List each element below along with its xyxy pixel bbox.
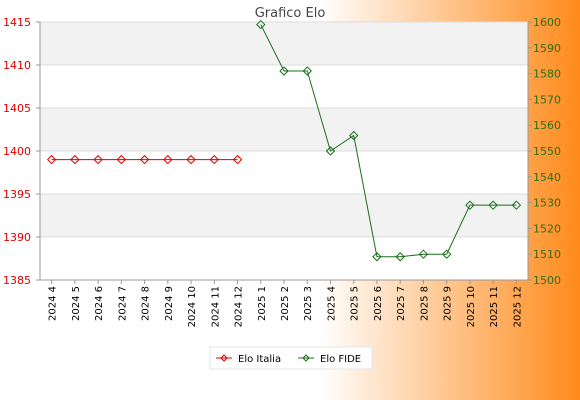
- data-point: [279, 66, 289, 76]
- data-point: [186, 154, 196, 165]
- legend: Elo Italia Elo FIDE: [209, 346, 373, 370]
- x-tick-label: 2025 8: [419, 286, 430, 321]
- x-tick-label: 2024 9: [164, 286, 175, 321]
- y-left-tick-label: 1415: [3, 16, 31, 29]
- x-tick-label: 2025 10: [466, 286, 477, 327]
- legend-label: Elo FIDE: [320, 354, 361, 365]
- x-tick-label: 2025 12: [512, 286, 523, 327]
- x-tick-label: 2025 2: [280, 286, 291, 321]
- legend-item: Elo FIDE: [298, 354, 361, 365]
- x-tick-label: 2025 7: [396, 286, 407, 321]
- data-point: [372, 252, 382, 262]
- chart-title: Grafico Elo: [255, 6, 326, 21]
- series-elo-fide: [256, 19, 522, 262]
- y-right-tick-label: 1500: [533, 274, 561, 287]
- data-point: [256, 19, 266, 30]
- data-point: [511, 200, 522, 210]
- legend-label: Elo Italia: [238, 354, 281, 365]
- x-tick-label: 2025 5: [350, 286, 361, 321]
- x-tick-label: 2024 4: [48, 286, 59, 321]
- y-right-tick-label: 1570: [533, 93, 561, 106]
- y-left-tick-label: 1405: [3, 102, 31, 115]
- x-tick-label: 2025 9: [443, 286, 454, 321]
- data-point: [163, 154, 173, 165]
- x-tick-label: 2024 12: [234, 286, 245, 327]
- y-right-tick-label: 1520: [533, 222, 561, 235]
- y-right-tick-label: 1590: [533, 42, 561, 55]
- x-tick-label: 2025 3: [303, 286, 314, 321]
- x-tick-label: 2025 11: [489, 286, 500, 327]
- data-point: [465, 200, 475, 210]
- y-right-tick-label: 1600: [533, 16, 561, 29]
- data-point: [488, 200, 498, 210]
- y-left-tick-label: 1395: [3, 188, 31, 201]
- x-tick-label: 2024 8: [141, 286, 152, 321]
- x-tick-label: 2024 7: [117, 286, 128, 321]
- x-tick-label: 2024 5: [71, 286, 82, 321]
- data-point: [395, 252, 405, 262]
- grid-band: [40, 108, 528, 151]
- data-point: [70, 154, 80, 165]
- series: [46, 19, 522, 262]
- x-tick-label: 2024 6: [94, 286, 105, 321]
- grid-band: [40, 194, 528, 237]
- y-left-tick-label: 1385: [3, 274, 31, 287]
- data-point: [116, 154, 127, 165]
- y-right-tick-label: 1560: [533, 119, 561, 132]
- data-point: [325, 146, 336, 156]
- y-left-tick-label: 1390: [3, 231, 31, 244]
- x-tick-label: 2025 4: [326, 286, 337, 321]
- data-point: [209, 154, 219, 165]
- grid-band: [40, 22, 528, 65]
- x-tick-label: 2024 11: [210, 286, 221, 327]
- series-elo-italia: [46, 154, 243, 165]
- legend-marker: [220, 354, 228, 362]
- data-point: [46, 154, 57, 165]
- data-point: [232, 154, 243, 165]
- data-point: [441, 249, 452, 259]
- legend-item: Elo Italia: [216, 354, 281, 365]
- x-tick-label: 2025 6: [373, 286, 384, 321]
- y-right-tick-label: 1540: [533, 171, 561, 184]
- y-right-tick-label: 1510: [533, 248, 561, 261]
- x-tick-label: 2025 1: [257, 286, 268, 321]
- data-point: [139, 154, 150, 165]
- axes: 1385 1390 1395 1400 1405 1410 1415 1500 1510 1520…: [3, 16, 561, 327]
- data-point: [418, 249, 429, 259]
- x-tick-label: 2024 10: [187, 286, 198, 327]
- y-right-tick-label: 1580: [533, 68, 561, 81]
- y-left-tick-label: 1400: [3, 145, 31, 158]
- data-point: [349, 130, 359, 141]
- y-right-tick-label: 1550: [533, 145, 561, 158]
- y-left-tick-label: 1410: [3, 59, 31, 72]
- legend-box: [209, 346, 373, 370]
- legend-marker: [302, 354, 310, 362]
- y-right-tick-label: 1530: [533, 197, 561, 210]
- data-point: [93, 154, 103, 165]
- data-point: [302, 66, 312, 76]
